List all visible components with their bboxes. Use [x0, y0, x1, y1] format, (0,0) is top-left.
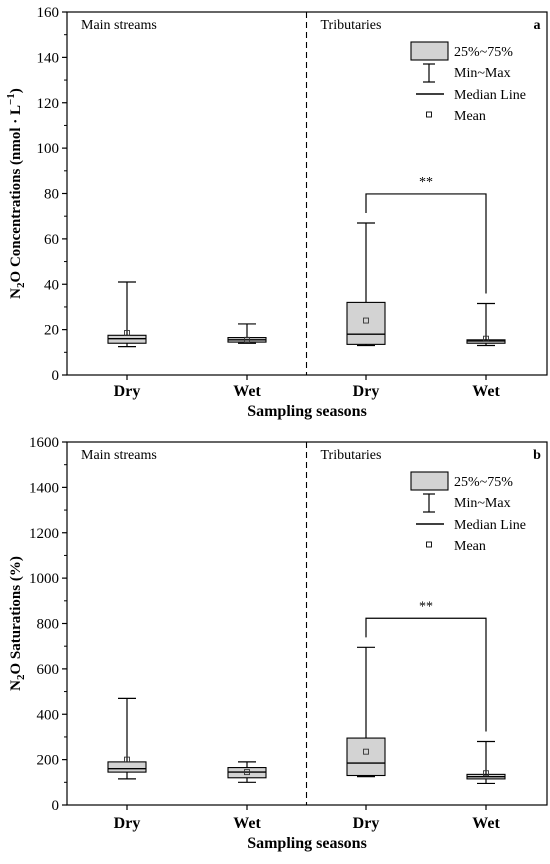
iqr-box [107, 761, 147, 773]
mean-marker [483, 335, 489, 342]
y-tick-label: 80 [44, 187, 59, 203]
mean-marker [244, 336, 250, 343]
iqr-box [346, 301, 386, 345]
y-tick-label: 100 [37, 141, 60, 157]
panel-b: 0 200 400 600 800 1000 1200 1400 1600 Dry Wet Dry We… [8, 435, 548, 852]
y-axis-title: N2O Saturations (%) [8, 556, 27, 691]
y-tick-label: 1400 [29, 480, 59, 496]
iqr-box [346, 737, 386, 777]
box-1 [107, 697, 147, 780]
y-tick-label: 800 [37, 617, 60, 633]
region-label-main-streams: Main streams [81, 448, 157, 463]
panel-a: 0 20 40 60 80 100 120 140 160 Dry Wet Dry Wet Main st… [5, 5, 548, 420]
box-1 [107, 281, 147, 348]
y-title-n: N [8, 680, 24, 691]
x-category-label: Dry [114, 815, 141, 832]
x-category-label: Wet [233, 383, 261, 400]
legend-mean-label: Mean [454, 539, 486, 554]
region-label-tributaries: Tributaries [321, 448, 382, 463]
box-2 [227, 761, 267, 783]
y-tick-label: 1600 [29, 435, 59, 451]
panel-label: a [534, 18, 541, 33]
legend-mean-symbol [426, 541, 432, 548]
y-tick-label: 600 [37, 662, 60, 678]
legend-mean-symbol [426, 111, 432, 118]
box-2 [227, 323, 267, 344]
significance-label: ** [419, 599, 433, 614]
y-title-close: ) [8, 88, 24, 93]
panel-label: b [533, 448, 541, 463]
significance-bracket [365, 193, 487, 294]
y-tick-label: 0 [52, 368, 60, 384]
y-tick-label: 60 [44, 232, 59, 248]
y-axis-title: N2O Concentrations (nmol · L−1) [5, 88, 27, 299]
y-title-sup: −1 [5, 93, 17, 105]
legend-whisker-label: Min~Max [454, 66, 511, 81]
y-title-text: O Concentrations (nmol · L [8, 105, 24, 283]
y-tick-label: 160 [37, 5, 60, 21]
x-category-label: Wet [472, 383, 500, 400]
mean-marker [363, 317, 369, 324]
box-4 [466, 302, 506, 347]
significance-bracket [365, 617, 487, 732]
y-title-n: N [8, 288, 24, 299]
legend-box-symbol [410, 471, 449, 491]
y-tick-label: 40 [44, 277, 59, 293]
y-tick-label: 200 [37, 753, 60, 769]
box-3 [346, 222, 386, 347]
legend-median-label: Median Line [454, 518, 526, 533]
x-category-label: Wet [233, 815, 261, 832]
mean-marker [124, 330, 130, 336]
x-axis-title: Sampling seasons [247, 403, 367, 420]
x-axis-title: Sampling seasons [247, 835, 367, 852]
x-category-label: Wet [472, 815, 500, 832]
mean-marker [124, 756, 130, 763]
y-tick-label: 400 [37, 707, 60, 723]
region-label-main-streams: Main streams [81, 18, 157, 33]
y-title-text: O Saturations (%) [8, 556, 24, 674]
x-category-label: Dry [353, 383, 380, 400]
region-label-tributaries: Tributaries [321, 18, 382, 33]
legend-box-symbol [410, 41, 449, 61]
box-3 [346, 646, 386, 778]
mean-marker [483, 770, 489, 777]
y-title-sub: 2 [15, 282, 27, 288]
y-tick-label: 1000 [29, 571, 59, 587]
legend-box-label: 25%~75% [454, 475, 513, 490]
y-tick-label: 20 [44, 323, 59, 339]
legend-box-label: 25%~75% [454, 45, 513, 60]
legend-mean-label: Mean [454, 109, 486, 124]
significance-label: ** [419, 175, 433, 190]
legend-whisker-label: Min~Max [454, 496, 511, 511]
mean-marker [363, 748, 369, 755]
y-title-sub: 2 [15, 674, 27, 680]
y-tick-label: 0 [52, 798, 60, 814]
y-tick-label: 1200 [29, 526, 59, 542]
x-category-label: Dry [114, 383, 141, 400]
box-4 [466, 740, 506, 785]
y-tick-label: 120 [37, 96, 60, 112]
legend-median-label: Median Line [454, 88, 526, 103]
y-tick-label: 140 [37, 50, 60, 66]
mean-marker [244, 769, 250, 776]
x-category-label: Dry [353, 815, 380, 832]
